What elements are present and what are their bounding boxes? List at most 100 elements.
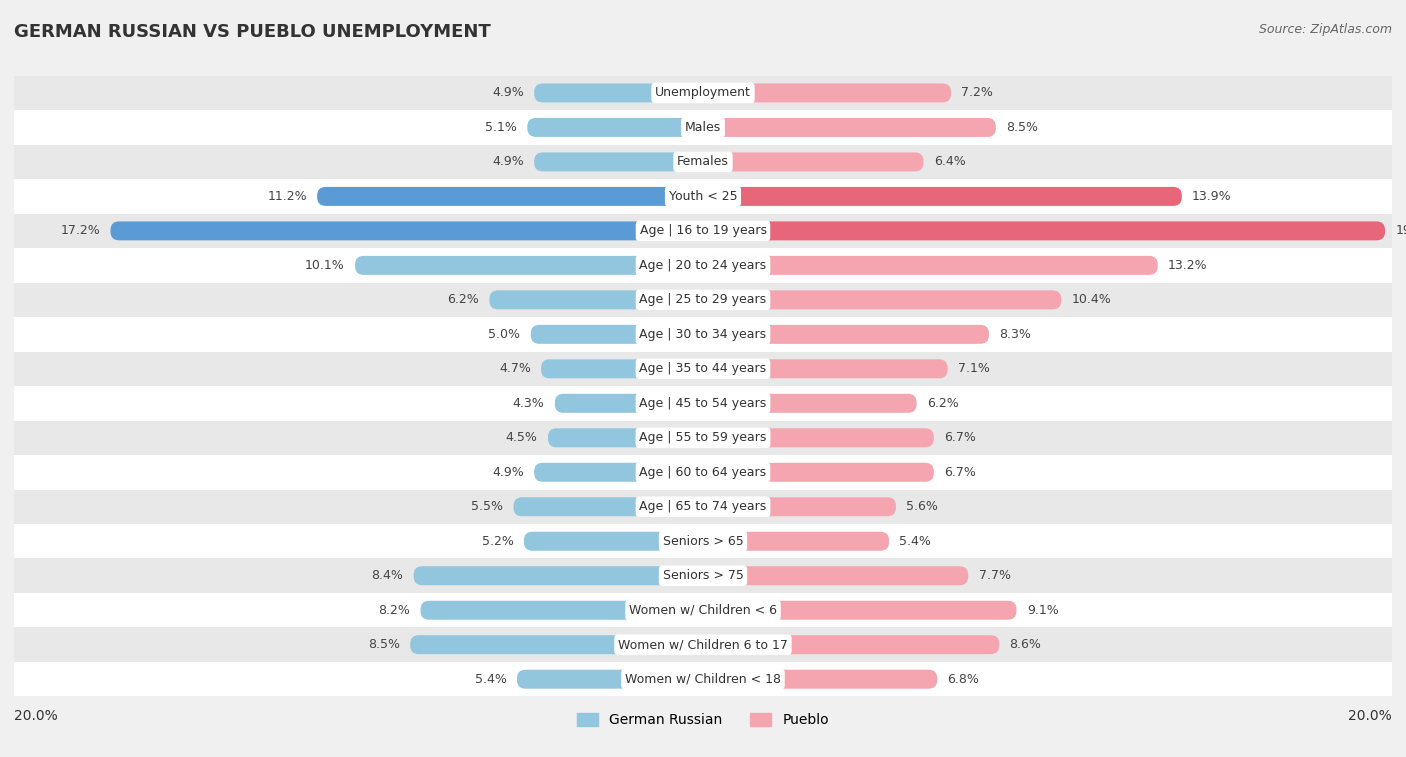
Text: 5.5%: 5.5% [471,500,503,513]
Text: Unemployment: Unemployment [655,86,751,99]
Text: Females: Females [678,155,728,168]
FancyBboxPatch shape [703,256,1157,275]
Legend: German Russian, Pueblo: German Russian, Pueblo [572,708,834,733]
FancyBboxPatch shape [534,152,703,171]
Text: Women w/ Children < 18: Women w/ Children < 18 [626,673,780,686]
FancyBboxPatch shape [703,187,1182,206]
FancyBboxPatch shape [703,428,934,447]
FancyBboxPatch shape [703,566,969,585]
FancyBboxPatch shape [703,325,988,344]
Text: 6.8%: 6.8% [948,673,980,686]
Text: 4.5%: 4.5% [506,431,537,444]
Text: Age | 65 to 74 years: Age | 65 to 74 years [640,500,766,513]
FancyBboxPatch shape [356,256,703,275]
Text: 6.7%: 6.7% [945,466,976,478]
Text: 10.1%: 10.1% [305,259,344,272]
Text: 13.2%: 13.2% [1168,259,1208,272]
Text: Age | 25 to 29 years: Age | 25 to 29 years [640,294,766,307]
FancyBboxPatch shape [513,497,703,516]
FancyBboxPatch shape [703,152,924,171]
Text: 4.7%: 4.7% [499,363,531,375]
Bar [14,421,1392,455]
Text: 8.5%: 8.5% [368,638,399,651]
FancyBboxPatch shape [703,83,950,102]
Text: Males: Males [685,121,721,134]
FancyBboxPatch shape [534,463,703,481]
Text: 8.4%: 8.4% [371,569,404,582]
Text: 8.2%: 8.2% [378,604,411,617]
Text: 4.3%: 4.3% [513,397,544,410]
FancyBboxPatch shape [489,291,703,310]
Text: Age | 45 to 54 years: Age | 45 to 54 years [640,397,766,410]
Text: 5.6%: 5.6% [907,500,938,513]
Bar [14,248,1392,282]
FancyBboxPatch shape [703,221,1385,241]
FancyBboxPatch shape [411,635,703,654]
FancyBboxPatch shape [548,428,703,447]
Text: 8.5%: 8.5% [1007,121,1038,134]
FancyBboxPatch shape [703,291,1062,310]
FancyBboxPatch shape [531,325,703,344]
Text: 20.0%: 20.0% [14,709,58,722]
Text: 7.1%: 7.1% [957,363,990,375]
Text: 13.9%: 13.9% [1192,190,1232,203]
Text: 8.3%: 8.3% [1000,328,1031,341]
Text: 20.0%: 20.0% [1348,709,1392,722]
Text: Age | 30 to 34 years: Age | 30 to 34 years [640,328,766,341]
Text: 5.4%: 5.4% [900,534,931,548]
Text: 6.7%: 6.7% [945,431,976,444]
Bar [14,455,1392,490]
Text: 10.4%: 10.4% [1071,294,1111,307]
Text: Youth < 25: Youth < 25 [669,190,737,203]
FancyBboxPatch shape [111,221,703,241]
FancyBboxPatch shape [703,463,934,481]
Text: 4.9%: 4.9% [492,155,524,168]
Text: 11.2%: 11.2% [267,190,307,203]
FancyBboxPatch shape [318,187,703,206]
Text: 4.9%: 4.9% [492,466,524,478]
Text: Age | 35 to 44 years: Age | 35 to 44 years [640,363,766,375]
FancyBboxPatch shape [703,635,1000,654]
Bar [14,593,1392,628]
FancyBboxPatch shape [555,394,703,413]
Text: 6.4%: 6.4% [934,155,966,168]
Text: 6.2%: 6.2% [927,397,959,410]
Text: 4.9%: 4.9% [492,86,524,99]
FancyBboxPatch shape [703,531,889,551]
Text: Age | 60 to 64 years: Age | 60 to 64 years [640,466,766,478]
Text: 8.6%: 8.6% [1010,638,1042,651]
FancyBboxPatch shape [703,670,938,689]
Bar [14,524,1392,559]
Bar [14,179,1392,213]
Text: 5.1%: 5.1% [485,121,517,134]
Text: 5.2%: 5.2% [482,534,513,548]
Bar [14,111,1392,145]
Text: 5.0%: 5.0% [488,328,520,341]
Text: GERMAN RUSSIAN VS PUEBLO UNEMPLOYMENT: GERMAN RUSSIAN VS PUEBLO UNEMPLOYMENT [14,23,491,41]
Text: Seniors > 75: Seniors > 75 [662,569,744,582]
FancyBboxPatch shape [420,601,703,620]
Bar [14,145,1392,179]
Text: Age | 20 to 24 years: Age | 20 to 24 years [640,259,766,272]
Text: Source: ZipAtlas.com: Source: ZipAtlas.com [1258,23,1392,36]
Text: Age | 16 to 19 years: Age | 16 to 19 years [640,224,766,238]
Bar [14,662,1392,696]
Text: Women w/ Children < 6: Women w/ Children < 6 [628,604,778,617]
Bar [14,490,1392,524]
Bar [14,559,1392,593]
Text: Women w/ Children 6 to 17: Women w/ Children 6 to 17 [619,638,787,651]
FancyBboxPatch shape [703,118,995,137]
Bar [14,317,1392,351]
Text: 7.7%: 7.7% [979,569,1011,582]
FancyBboxPatch shape [703,360,948,378]
Text: 19.8%: 19.8% [1395,224,1406,238]
FancyBboxPatch shape [527,118,703,137]
Bar [14,76,1392,111]
Bar [14,282,1392,317]
Bar [14,351,1392,386]
Text: 7.2%: 7.2% [962,86,993,99]
Bar [14,628,1392,662]
FancyBboxPatch shape [534,83,703,102]
Text: 9.1%: 9.1% [1026,604,1059,617]
FancyBboxPatch shape [703,394,917,413]
